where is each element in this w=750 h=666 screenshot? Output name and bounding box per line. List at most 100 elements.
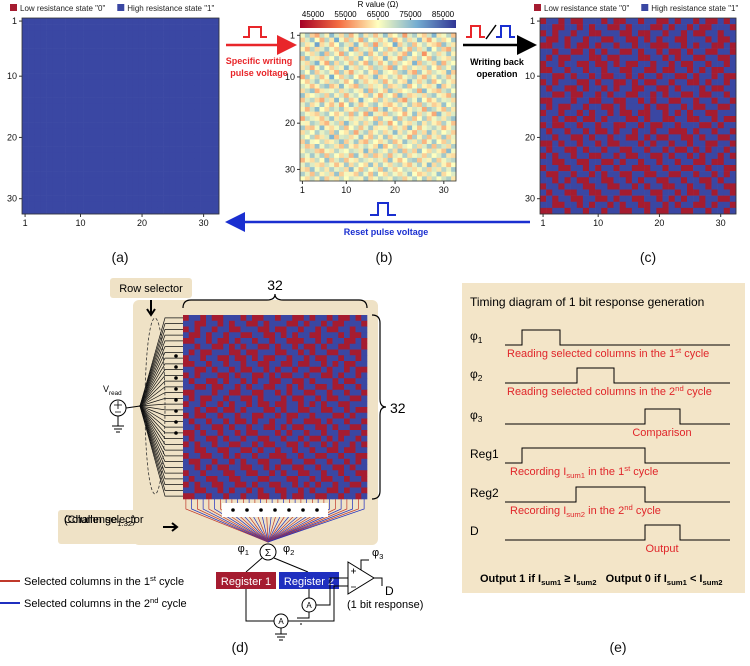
array-cell xyxy=(315,458,322,465)
heatmap-cell xyxy=(114,207,121,215)
heatmap-cell xyxy=(163,158,171,166)
heatmap-cell xyxy=(169,18,177,25)
heatmap-cell xyxy=(77,128,84,135)
heatmap-cell xyxy=(729,189,737,196)
heatmap-cell xyxy=(163,140,171,147)
heatmap-cell xyxy=(175,24,183,31)
heatmap-cell xyxy=(687,171,694,178)
heatmap-cell xyxy=(625,195,633,203)
heatmap-cell xyxy=(426,120,432,126)
heatmap-cell xyxy=(552,91,559,98)
array-cell xyxy=(309,366,316,373)
heatmap-cell xyxy=(65,201,72,209)
heatmap-cell xyxy=(729,91,737,98)
heatmap-cell xyxy=(145,42,152,49)
count: 32 xyxy=(390,400,406,416)
array-cell xyxy=(217,366,224,373)
heatmap-cell xyxy=(314,37,320,43)
heatmap-cell xyxy=(145,189,152,196)
heatmap-cell xyxy=(638,201,645,209)
row-wire xyxy=(139,375,183,407)
heatmap-cell xyxy=(668,183,676,190)
heatmap-cell xyxy=(34,103,41,111)
heatmap-cell xyxy=(451,162,457,168)
array-cell xyxy=(223,378,230,385)
heatmap-cell xyxy=(668,201,676,209)
heatmap-cell xyxy=(589,79,596,86)
heatmap-cell xyxy=(353,171,359,177)
heatmap-cell xyxy=(334,83,340,89)
heatmap-cell xyxy=(441,60,447,66)
heatmap-cell xyxy=(348,33,354,38)
array-cell xyxy=(321,487,328,494)
heatmap-cell xyxy=(309,70,315,75)
heatmap-cell xyxy=(169,97,177,105)
heatmap-cell xyxy=(319,134,325,140)
heatmap-cell xyxy=(431,120,437,126)
array-cell xyxy=(344,332,351,339)
heatmap-cell xyxy=(182,165,189,172)
array-cell xyxy=(355,430,362,437)
heatmap-cell xyxy=(421,120,428,126)
signal-name: φ1 xyxy=(470,329,483,345)
heatmap-cell xyxy=(28,116,35,123)
heatmap-cell xyxy=(194,207,201,215)
array-cell xyxy=(338,349,345,356)
heatmap-cell xyxy=(65,48,72,56)
heatmap-cell xyxy=(102,60,109,68)
array-cell xyxy=(234,412,241,419)
array-cell xyxy=(298,464,305,471)
heatmap-cell xyxy=(426,102,432,108)
heatmap-cell xyxy=(300,33,306,38)
array-cell xyxy=(246,470,253,477)
heatmap-cell xyxy=(151,177,158,184)
array-cell xyxy=(240,338,247,345)
heatmap-cell xyxy=(601,48,608,56)
heatmap-cell xyxy=(157,60,164,68)
heatmap-cell xyxy=(687,146,694,154)
array-cell xyxy=(206,493,213,500)
heatmap-cell xyxy=(34,60,41,68)
heatmap-cell xyxy=(102,36,109,43)
array-cell xyxy=(321,315,328,322)
array-cell xyxy=(309,384,316,391)
heatmap-cell xyxy=(132,91,140,98)
heatmap-cell xyxy=(58,146,66,154)
heatmap-cell xyxy=(77,30,84,37)
array-cell xyxy=(206,326,213,333)
heatmap-cell xyxy=(334,144,340,149)
heatmap-cell xyxy=(693,134,700,141)
array-cell xyxy=(257,343,264,350)
array-cell xyxy=(338,401,345,408)
heatmap-cell xyxy=(373,33,379,38)
heatmap-cell xyxy=(314,167,320,173)
array-cell xyxy=(240,493,247,500)
heatmap-cell xyxy=(206,36,214,43)
heatmap-cell xyxy=(46,36,54,43)
heatmap-cell xyxy=(625,24,633,31)
heatmap-cell xyxy=(132,152,140,160)
array-cell xyxy=(217,384,224,391)
heatmap-cell xyxy=(451,60,457,66)
heatmap-cell xyxy=(711,122,718,129)
heatmap-cell xyxy=(339,148,345,154)
heatmap-cell xyxy=(431,157,437,163)
heatmap-cell xyxy=(114,152,121,160)
array-cell xyxy=(263,418,270,425)
array-cell xyxy=(315,418,322,425)
heatmap-cell xyxy=(589,195,596,203)
heatmap-cell xyxy=(40,158,47,166)
heatmap-cell xyxy=(182,24,189,31)
heatmap-cell xyxy=(595,85,602,92)
heatmap-cell xyxy=(300,148,306,154)
heatmap-cell xyxy=(40,140,47,147)
heatmap-cell xyxy=(699,146,706,154)
heatmap-cell xyxy=(334,93,340,99)
heatmap-cell xyxy=(546,60,553,68)
heatmap-cell xyxy=(363,88,369,94)
array-cell xyxy=(223,493,230,500)
heatmap-cell xyxy=(552,152,559,160)
array-cell xyxy=(280,418,287,425)
heatmap-cell xyxy=(441,176,447,182)
heatmap-cell xyxy=(662,134,669,141)
